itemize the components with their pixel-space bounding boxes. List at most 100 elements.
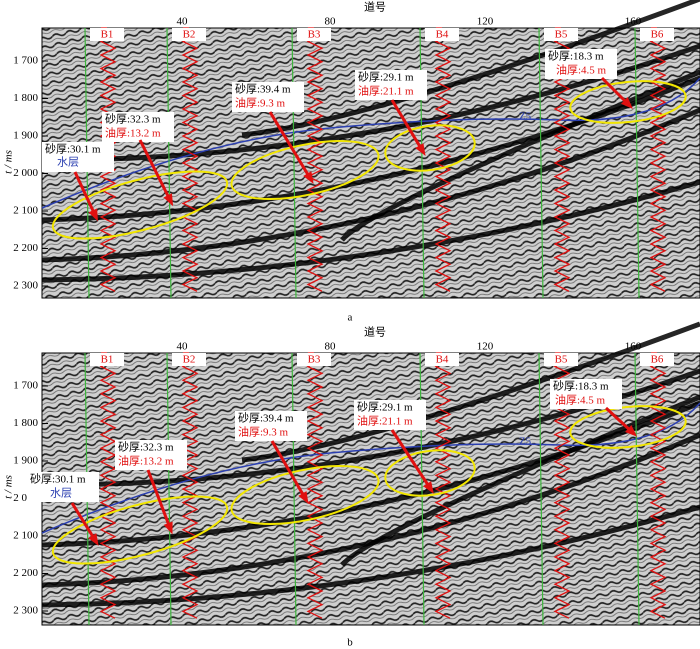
oil-thickness: 油厚:13.2 m <box>118 454 174 468</box>
sand-body-outline <box>51 495 229 565</box>
panel-label: b <box>347 637 353 649</box>
y-tick-label: 1 900 <box>13 130 38 142</box>
sand-body-outline <box>384 449 476 497</box>
arrow <box>146 469 172 529</box>
annotation-box <box>545 49 617 79</box>
well-label-box <box>297 353 331 366</box>
well-label-box <box>544 353 578 366</box>
annotation-box <box>27 472 99 502</box>
well-log-red <box>649 27 667 292</box>
arrow-head <box>298 491 309 505</box>
x-axis-title: 道号 <box>364 0 386 14</box>
well-label: B1 <box>101 29 114 41</box>
well-log-green <box>538 27 544 299</box>
arrow-head <box>415 143 426 157</box>
well-log-green <box>166 352 172 626</box>
annotation-box <box>102 112 174 142</box>
annotation-box <box>550 379 622 409</box>
x-tick-label: 120 <box>477 16 494 28</box>
y-tick-label: 2 300 <box>13 280 38 292</box>
arrow <box>390 429 432 489</box>
oil-thickness: 油厚:13.2 m <box>105 126 161 140</box>
arrow <box>268 111 312 179</box>
sand-thickness: 砂厚:18.3 m <box>548 50 604 63</box>
well-label: B6 <box>651 354 664 366</box>
well-label: B5 <box>555 354 568 366</box>
y-tick-label: 1 900 <box>13 455 38 467</box>
x-tick-label: 40 <box>177 16 189 28</box>
oil-thickness: 油厚:21.1 m <box>358 84 414 98</box>
horizon-line <box>41 77 700 209</box>
annotation-box <box>354 400 426 430</box>
oil-thickness: 油厚:9.3 m <box>238 425 289 439</box>
well-label: B6 <box>651 29 664 41</box>
x-tick-label: 120 <box>477 341 494 353</box>
well-label: B3 <box>308 354 321 366</box>
well-label: B2 <box>183 354 196 366</box>
y-tick-label: 2 200 <box>13 567 38 579</box>
arrow-head <box>88 208 98 222</box>
y-tick-label: 1 800 <box>13 92 38 104</box>
well-label-box <box>297 28 331 41</box>
y-tick-label: 1 800 <box>13 417 38 429</box>
well-log-red <box>99 27 117 292</box>
well-label: B3 <box>308 29 321 41</box>
y-tick-label: 2 300 <box>13 605 38 617</box>
x-tick-label: 80 <box>325 16 337 28</box>
well-log-red <box>649 352 667 619</box>
y-tick-label: 1 700 <box>13 55 38 67</box>
annotation-box <box>42 142 114 172</box>
well-log-red <box>99 352 117 619</box>
sand-thickness: 砂厚:30.1 m <box>30 473 86 486</box>
well-label: B4 <box>436 354 449 366</box>
well-log-green <box>634 27 640 299</box>
horizon-label: Z5 <box>519 436 532 448</box>
arrow <box>604 406 634 434</box>
sand-body-outline <box>569 405 687 449</box>
well-log-red <box>434 352 452 619</box>
arrow <box>600 76 630 106</box>
arrow-head <box>621 97 633 109</box>
arrow <box>270 440 307 499</box>
well-log-green <box>538 352 544 626</box>
y-tick-label: 2 000 <box>13 167 38 179</box>
annotation-box <box>355 70 427 100</box>
sand-thickness: 砂厚:32.3 m <box>105 113 161 126</box>
arrow-head <box>625 425 638 437</box>
arrow-head <box>163 193 174 207</box>
well-log-green <box>291 27 297 299</box>
sand-thickness: 砂厚:29.1 m <box>358 71 414 84</box>
x-axis-title: 道号 <box>364 325 386 339</box>
sand-thickness: 砂厚:29.1 m <box>357 401 413 414</box>
sand-body-outline <box>51 170 229 240</box>
well-log-red <box>181 27 199 292</box>
well-label: B2 <box>183 29 196 41</box>
horizon-line <box>41 402 700 534</box>
oil-thickness: 油厚:21.1 m <box>357 414 413 428</box>
sand-thickness: 砂厚:18.3 m <box>553 380 609 393</box>
arrow-head <box>303 171 314 184</box>
oil-thickness: 油厚:4.5 m <box>555 393 606 407</box>
horizon-label: Z5 <box>519 111 532 123</box>
well-label-box <box>172 353 206 366</box>
well-label: B1 <box>101 354 114 366</box>
sand-thickness: 砂厚:39.4 m <box>235 83 291 96</box>
arrow-head <box>163 521 173 535</box>
x-tick-label: 40 <box>177 341 189 353</box>
reflector <box>340 394 700 567</box>
reflector <box>41 504 700 608</box>
oil-thickness: 油厚:4.5 m <box>556 63 607 77</box>
well-label-box <box>640 353 674 366</box>
y-tick-label: 2 200 <box>13 242 38 254</box>
well-label-box <box>640 28 674 41</box>
well-label: B5 <box>555 29 568 41</box>
y-tick-label: 1 700 <box>13 380 38 392</box>
annotation-box <box>235 411 307 441</box>
annotation-box <box>115 440 187 470</box>
y-axis-title: t / ms <box>3 475 15 499</box>
well-label-box <box>90 353 124 366</box>
well-log-green <box>166 27 172 299</box>
water-layer: 水层 <box>50 487 72 500</box>
